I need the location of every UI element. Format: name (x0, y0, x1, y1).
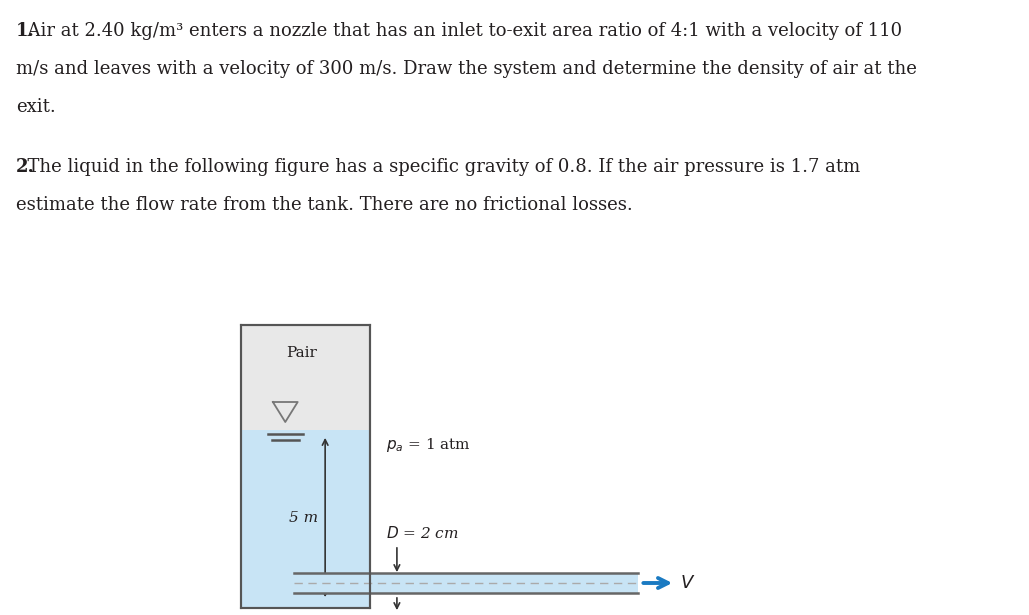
Text: Pair: Pair (286, 346, 317, 360)
Text: $V$: $V$ (680, 574, 696, 592)
Bar (241, 430, 370, 608)
Bar (241, 325, 370, 430)
Text: 2.: 2. (15, 158, 35, 176)
Text: Air at 2.40 kg/m³ enters a nozzle that has an inlet to-exit area ratio of 4:1 wi: Air at 2.40 kg/m³ enters a nozzle that h… (15, 22, 902, 40)
Text: exit.: exit. (15, 98, 56, 116)
Text: m/s and leaves with a velocity of 300 m/s. Draw the system and determine the den: m/s and leaves with a velocity of 300 m/… (15, 60, 917, 78)
Bar (294, 573, 638, 593)
Text: estimate the flow rate from the tank. There are no frictional losses.: estimate the flow rate from the tank. Th… (15, 196, 633, 214)
Text: $D$ = 2 cm: $D$ = 2 cm (386, 525, 459, 541)
Text: $p_a$ = 1 atm: $p_a$ = 1 atm (386, 436, 471, 454)
Bar (241, 325, 370, 608)
Text: 1.: 1. (15, 22, 35, 40)
Text: The liquid in the following figure has a specific gravity of 0.8. If the air pre: The liquid in the following figure has a… (15, 158, 860, 176)
Text: 5 m: 5 m (289, 510, 318, 525)
Bar (241, 573, 370, 593)
